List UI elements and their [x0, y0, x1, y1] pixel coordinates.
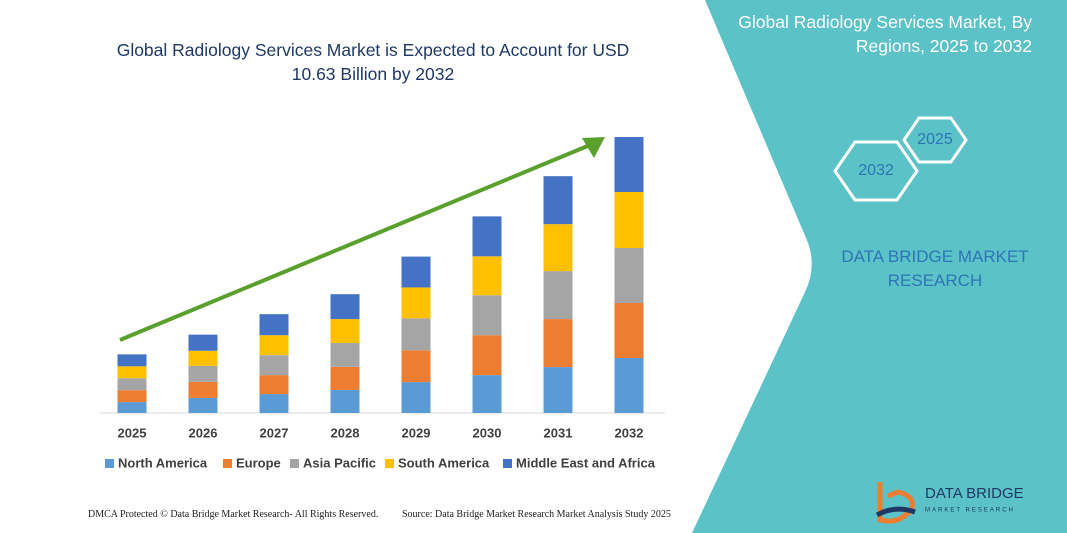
x-tick-label: 2029	[402, 425, 431, 440]
bar-segment	[472, 216, 502, 257]
hexagon-label: 2032	[858, 162, 894, 179]
bar-segment	[472, 335, 502, 376]
bar-segment	[117, 402, 147, 413]
bar-segment	[188, 381, 218, 398]
bar-segment	[330, 342, 360, 367]
bar-segment	[472, 295, 502, 336]
bar-segment	[401, 350, 431, 383]
bar-segment	[259, 335, 289, 356]
legend-label: Europe	[236, 455, 281, 470]
x-tick-label: 2030	[473, 425, 502, 440]
bar-segment	[330, 389, 360, 413]
footer-right: Source: Data Bridge Market Research Mark…	[402, 509, 671, 520]
bar-segment	[614, 303, 644, 359]
bar-segment	[259, 314, 289, 336]
bar-segment	[117, 390, 147, 403]
bar-segment	[330, 319, 360, 343]
chart-title: Global Radiology Services Market is Expe…	[116, 40, 630, 84]
bar-segment	[259, 355, 289, 376]
panel-brand: DATA BRIDGE MARKET RESEARCH	[841, 247, 1029, 290]
x-tick-label: 2032	[615, 425, 644, 440]
bar-segment	[117, 354, 147, 367]
side-panel	[692, 0, 1067, 533]
panel-title: Global Radiology Services Market, By Reg…	[738, 12, 1032, 56]
bar-segment	[188, 397, 218, 413]
bar-segment	[117, 366, 147, 379]
logo-tagline: MARKET RESEARCH	[925, 508, 1015, 514]
arrow-head	[582, 137, 605, 158]
bar-segment	[543, 367, 573, 413]
bar-segment	[543, 224, 573, 272]
bar-segment	[614, 248, 644, 304]
footer-left: DMCA Protected © Data Bridge Market Rese…	[88, 509, 379, 520]
bar-segment	[543, 176, 573, 225]
bar-segment	[401, 318, 431, 351]
bar-segment	[188, 350, 218, 366]
bar-segment	[614, 137, 644, 192]
x-tick-label: 2028	[331, 425, 360, 440]
bar-segment	[543, 319, 573, 368]
bar-segment	[117, 378, 147, 391]
bar-segment	[188, 334, 218, 351]
logo-name: DATA BRIDGE	[925, 485, 1024, 502]
bar-segment	[472, 375, 502, 413]
legend-swatch	[385, 459, 394, 468]
bar-segment	[259, 375, 289, 395]
bar-segment	[259, 394, 289, 413]
legend-label: North America	[118, 455, 208, 470]
logo-mark	[875, 506, 916, 518]
legend-swatch	[503, 459, 512, 468]
bar-segment	[472, 256, 502, 296]
bar-segment	[543, 271, 573, 320]
bar-segment	[188, 365, 218, 382]
legend-label: Asia Pacific	[303, 455, 376, 470]
legend-swatch	[223, 459, 232, 468]
bar-segment	[330, 366, 360, 390]
x-tick-label: 2025	[118, 425, 147, 440]
x-tick-label: 2031	[544, 425, 573, 440]
hexagon	[902, 116, 968, 164]
x-tick-label: 2027	[260, 425, 289, 440]
legend-label: South America	[398, 455, 490, 470]
logo-mark	[877, 482, 915, 524]
bar-segment	[401, 256, 431, 288]
bar-segment	[401, 382, 431, 413]
hexagon	[833, 140, 919, 202]
hexagon-label: 2025	[917, 131, 953, 148]
legend-swatch	[105, 459, 114, 468]
bar-segment	[401, 287, 431, 319]
x-tick-label: 2026	[189, 425, 218, 440]
bar-segment	[614, 191, 644, 249]
legend-label: Middle East and Africa	[516, 455, 656, 470]
trend-arrow	[119, 143, 591, 342]
bar-segment	[330, 294, 360, 320]
bar-segment	[614, 358, 644, 413]
legend-swatch	[290, 459, 299, 468]
